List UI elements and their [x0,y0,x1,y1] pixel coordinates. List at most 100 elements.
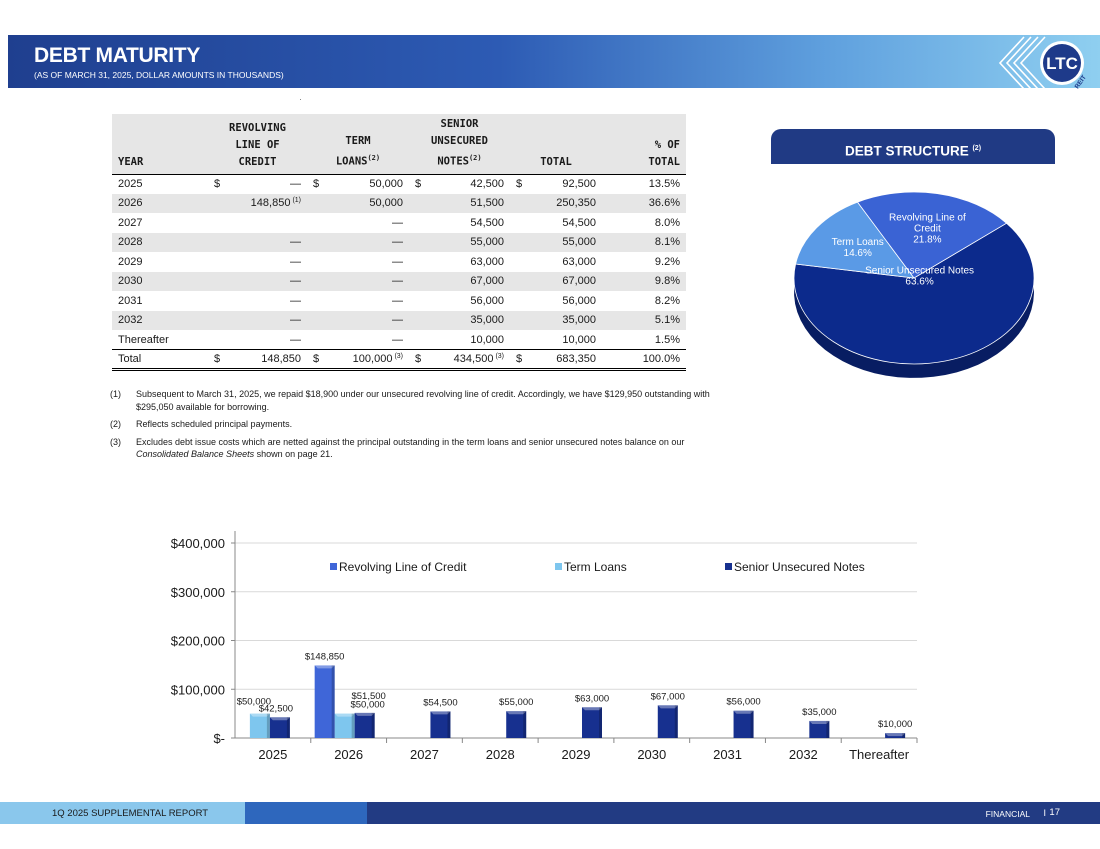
footer-accent-light [0,802,245,824]
pie-slice-label: Credit [914,224,941,235]
header-total: TOTAL [510,114,602,175]
bar-data-label: $35,000 [802,707,836,718]
bar-bevel [249,713,270,717]
footer-separator: I [1043,808,1046,818]
cell-pct: 13.5% [648,178,680,190]
bar-senior-unsecured-notes [657,705,678,738]
bar-shade [750,710,754,738]
table-row: 2027 — 54,500 54,500 8.0% [112,213,686,233]
cell-senior: 51,500 [409,193,510,213]
bar-senior-unsecured-notes [354,712,375,738]
bar-data-label: $55,000 [499,697,533,708]
bar-shade [286,717,290,738]
bar-shade [674,705,678,738]
bar-rect [249,713,270,738]
header-year: YEAR [112,114,208,175]
pie-value-label: 63.6% [905,276,933,287]
pie-slice-term-loans [795,201,915,279]
cell-revolving: $148,850 [208,349,307,371]
cell-senior: 10,000 [470,333,504,346]
cell-year: 2025 [118,178,143,190]
bar-rect [733,710,754,738]
bar-shade [447,711,451,738]
cell-senior: 67,000 [409,271,510,291]
cell-pct: 100.0% [602,349,686,371]
legend-swatch [330,563,337,570]
bar-bevel [885,733,906,737]
bar-bevel [809,720,830,724]
header-banner: DEBT MATURITY (AS OF MARCH 31, 2025, DOL… [8,35,1100,90]
cell-senior: 63,000 [470,255,504,268]
bar-data-label: $42,500 [259,703,293,714]
bar-bevel [582,707,602,711]
cell-revolving: 148,850 (1) [208,193,307,213]
bar-data-label: $50,000 [237,697,271,708]
legend-swatch [555,563,562,570]
bar-shade [826,720,830,738]
cell-term: — [392,255,403,268]
cell-pct: 8.2% [654,294,680,307]
cell-total: 63,000 [562,255,596,268]
cell-revolving [208,213,307,233]
report-name: 1Q 2025 SUPPLEMENTAL REPORT [52,808,209,819]
cell-senior: 54,500 [470,216,504,229]
cell-year: 2026 [112,193,208,213]
bar-shade [902,733,906,738]
legend-label: Revolving Line of Credit [339,560,467,574]
x-tick-label: 2030 [637,747,666,762]
bar-data-label: $50,000 [350,700,384,711]
table-row: 2032— —35,000 35,000 5.1% [112,310,686,330]
cell-total: 55,000 [510,232,602,252]
cell-term: $50,000 [313,178,403,190]
table-total-row: Total $148,850 $100,000 (3) $434,500 (3) $683,… [112,349,686,371]
cell-revolving: — [290,294,301,307]
cell-revolving: — [290,333,301,346]
cell-total: 10,000 [562,333,596,346]
pie-slice-label: Term Loans [832,237,884,248]
bar-senior-unsecured-notes [809,720,830,738]
debt-maturity-table: YEAR REVOLVING LINE OF CREDIT TERM LOANS… [112,114,686,371]
cell-total: 250,350 [510,193,602,213]
bar-senior-unsecured-notes [430,711,451,738]
bar-data-label: $56,000 [726,697,760,708]
x-tick-label: 2025 [258,747,287,762]
cell-year: 2031 [118,294,143,307]
cell-pct: 5.1% [602,310,686,330]
bar-data-label: $10,000 [878,719,912,730]
y-tick-label: $100,000 [171,682,225,697]
footnote-3: (3) Excludes debt issue costs which are … [110,436,685,460]
cell-pct: 8.1% [602,232,686,252]
x-tick-label: Thereafter [849,747,910,762]
cell-senior: 35,000 [409,310,510,330]
page-subtitle: (AS OF MARCH 31, 2025, DOLLAR AMOUNTS IN… [34,70,284,80]
bar-shade [523,711,527,738]
bar-shade [266,713,270,738]
bar-data-label: $67,000 [651,691,685,702]
table-row: 2028— —55,000 55,000 8.1% [112,232,686,252]
bar-shade [331,665,335,738]
cell-year: 2032 [112,310,208,330]
cell-total: $683,350 [510,349,602,371]
bar-rect [430,711,451,738]
header-senior-notes: SENIOR UNSECURED NOTES(2) [409,114,510,175]
cell-year: 2029 [118,255,143,268]
cell-pct: 8.0% [654,216,680,229]
cell-total: 54,500 [562,216,596,229]
cell-revolving: — [208,271,307,291]
section-name: FINANCIAL [985,809,1030,819]
cell-pct: 9.2% [654,255,680,268]
cell-pct: 36.6% [602,193,686,213]
table-row: 2031 — — 56,000 56,000 8.2% [112,291,686,311]
cell-senior: $434,500 (3) [409,349,510,371]
cell-total: $92,500 [516,178,596,190]
bar-rect [269,717,290,738]
pie-slice-revolving-line-of-credit [856,191,1008,279]
pie-slice-label: Revolving Line of [889,213,966,224]
y-tick-label: $400,000 [171,536,225,551]
bar-senior-unsecured-notes [733,710,754,738]
cell-term: — [307,310,409,330]
cell-revolving: — [290,255,301,268]
cell-year: Total [112,349,208,371]
cell-term: — [392,333,403,346]
bar-rect [657,705,678,738]
